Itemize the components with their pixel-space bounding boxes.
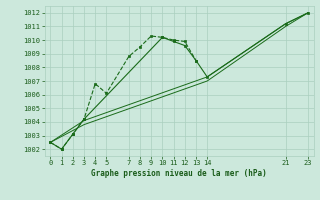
X-axis label: Graphe pression niveau de la mer (hPa): Graphe pression niveau de la mer (hPa) <box>91 169 267 178</box>
